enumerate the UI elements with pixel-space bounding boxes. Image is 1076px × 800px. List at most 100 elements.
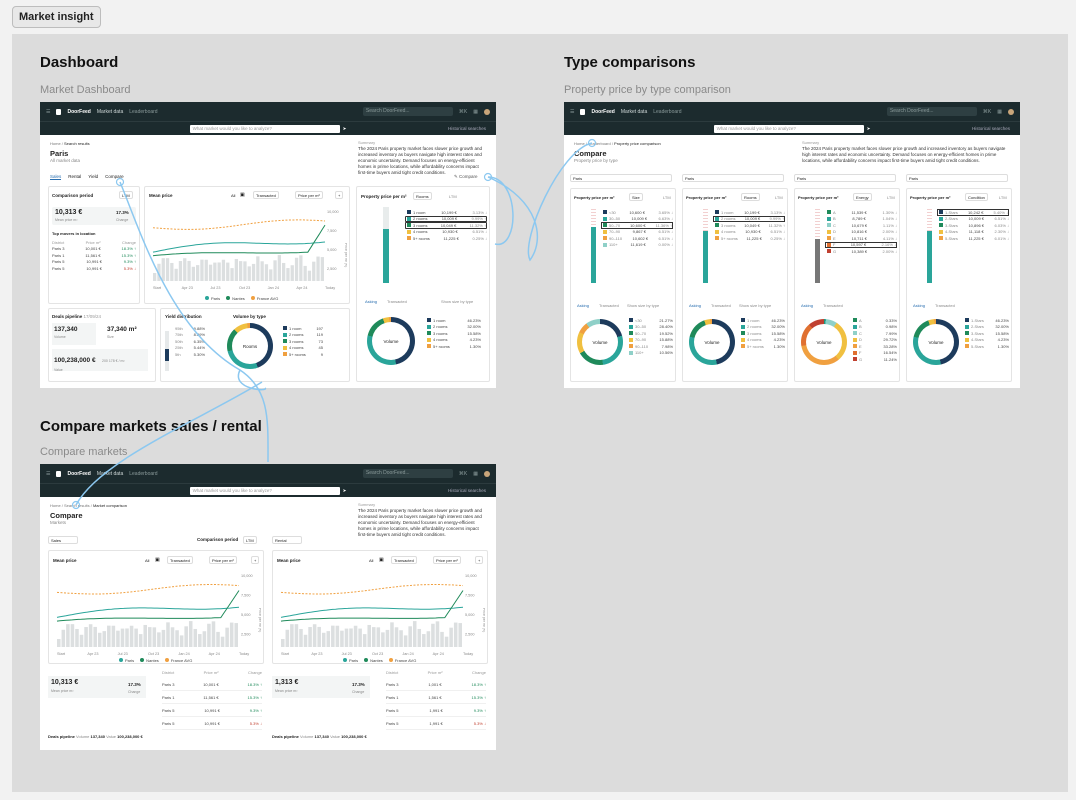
period-select[interactable]: LTM	[243, 536, 257, 544]
price-per-select[interactable]: Price per m²	[433, 556, 461, 564]
type-select[interactable]: Size	[629, 193, 643, 201]
type-row[interactable]: 1 room 10,199 €3.13% ↓	[715, 209, 785, 216]
add-icon[interactable]: +	[475, 556, 484, 564]
legend-item[interactable]: France AVG	[250, 295, 278, 302]
type-row[interactable]: 3 rooms 10,049 €11.32% ↑	[715, 222, 785, 229]
sales-select[interactable]: Sales	[48, 536, 78, 544]
nav-leaderboard[interactable]: Leaderboard	[129, 470, 158, 477]
grid-icon[interactable]: ▦	[997, 108, 1002, 115]
city-select[interactable]: Paris	[570, 174, 672, 182]
price-per-select[interactable]: Price per m²	[295, 191, 323, 199]
type-row[interactable]: 2 rooms 10,009 €9.99% ↑	[713, 215, 785, 222]
table-row[interactable]: Paris 5 10,991 €5.3% ↓	[52, 265, 136, 271]
all-select[interactable]: All	[145, 558, 150, 563]
type-row[interactable]: 90–110 10,602 €6.51% ↓	[603, 235, 673, 242]
rental-select[interactable]: Rental	[272, 536, 302, 544]
avatar[interactable]	[484, 470, 490, 477]
type-row[interactable]: G 10,389 €2.00% ↓	[827, 248, 897, 255]
type-row[interactable]: F 10,597 €2.16% ↓	[825, 241, 897, 248]
tab-yield[interactable]: Yield	[88, 174, 99, 179]
transacted-tab[interactable]: Transacted	[711, 303, 731, 308]
ltm-toggle[interactable]: LTM	[999, 195, 1007, 200]
transacted-select[interactable]: Transacted	[391, 556, 417, 564]
add-icon[interactable]: +	[335, 191, 344, 199]
table-row[interactable]: Paris 1 1,561 €15.3% ↑	[386, 691, 486, 704]
query-input[interactable]: What market would you like to analyze?	[189, 124, 340, 133]
menu-icon[interactable]: ☰	[570, 108, 575, 115]
show-size-toggle[interactable]: Show size by type	[739, 303, 772, 308]
query-input[interactable]: What market would you like to analyze?	[189, 486, 340, 495]
calendar-icon[interactable]: ▣	[155, 557, 160, 563]
avatar[interactable]	[484, 108, 490, 115]
legend-item[interactable]: France AVG	[388, 657, 416, 664]
type-select[interactable]: Condition	[965, 193, 988, 201]
type-row[interactable]: 2-Stars 10,009 €6.51% ↓	[939, 216, 1009, 223]
all-select[interactable]: All	[231, 193, 236, 198]
query-input[interactable]: What market would you like to analyze?	[713, 124, 864, 133]
legend-item[interactable]: Paris	[119, 657, 134, 664]
type-row[interactable]: 4 rooms 10,930 €6.51% ↓	[715, 229, 785, 236]
nav-market-data[interactable]: Market data	[96, 108, 124, 115]
menu-icon[interactable]: ☰	[46, 108, 51, 115]
calendar-icon[interactable]: ▣	[240, 192, 245, 198]
search-input[interactable]: Search DoorFeed...	[362, 469, 453, 478]
legend-item[interactable]: Nantes	[364, 657, 383, 664]
show-size-toggle[interactable]: Show size by type	[627, 303, 660, 308]
transacted-tab[interactable]: Transacted	[599, 303, 619, 308]
historical-searches[interactable]: Historical searches	[447, 488, 486, 493]
type-row[interactable]: D 10,816 €2.00% ↓	[827, 229, 897, 236]
tab-sales[interactable]: Sales	[50, 174, 62, 180]
type-row[interactable]: 30–50 10,009 €6.63% ↓	[603, 216, 673, 223]
ppm-row[interactable]: 3 rooms 10,049 €11.32% ↑	[405, 222, 487, 229]
legend-item[interactable]: France AVG	[164, 657, 192, 664]
type-row[interactable]: C 10,679 €1.11% ↓	[827, 222, 897, 229]
type-row[interactable]: A 11,539 €1.30% ↓	[827, 209, 897, 216]
type-row[interactable]: <30 10,600 €3.65% ↓	[603, 209, 673, 216]
legend-item[interactable]: Nantes	[140, 657, 159, 664]
asking-tab[interactable]: Asking	[689, 303, 702, 308]
ppm-row[interactable]: 4 rooms 10,930 €6.51% ↓	[407, 229, 487, 236]
type-select[interactable]: Energy	[853, 193, 872, 201]
price-per-select[interactable]: Price per m²	[209, 556, 237, 564]
search-input[interactable]: Search DoorFeed...	[362, 107, 453, 116]
send-icon[interactable]: ➤	[342, 487, 347, 493]
ppm-row[interactable]: 2 rooms 10,009 €9.99% ↑	[405, 215, 487, 222]
type-row[interactable]: B 8,789 €1.04% ↓	[827, 216, 897, 223]
transacted-tab[interactable]: Transacted	[823, 303, 843, 308]
legend-item[interactable]: Paris	[205, 295, 220, 302]
tab-compare[interactable]: Compare	[105, 174, 124, 179]
tab-rental[interactable]: Rental	[68, 174, 82, 179]
menu-icon[interactable]: ☰	[46, 470, 51, 477]
legend-item[interactable]: Paris	[343, 657, 358, 664]
asking-tab[interactable]: Asking	[913, 303, 926, 308]
nav-leaderboard[interactable]: Leaderboard	[129, 108, 158, 115]
type-row[interactable]: 4-Stars 11,118 €2.30% ↓	[939, 229, 1009, 236]
table-row[interactable]: Paris 5 1,991 €9.3% ↑	[386, 704, 486, 717]
asking-tab[interactable]: Asking	[365, 299, 378, 304]
asking-tab[interactable]: Asking	[801, 303, 814, 308]
ltm-toggle[interactable]: LTM	[663, 195, 671, 200]
nav-leaderboard[interactable]: Leaderboard	[653, 108, 682, 115]
ltm-toggle[interactable]: LTM	[449, 194, 457, 199]
avatar[interactable]	[1008, 108, 1014, 115]
all-select[interactable]: All	[369, 558, 374, 563]
type-row[interactable]: 1-Stars 10,242 €5.40% ↓	[937, 209, 1009, 216]
city-select[interactable]: Paris	[682, 174, 784, 182]
historical-searches[interactable]: Historical searches	[971, 126, 1010, 131]
type-select[interactable]: Rooms	[741, 193, 760, 201]
add-icon[interactable]: +	[251, 556, 260, 564]
show-size-toggle[interactable]: Show size by type	[441, 299, 474, 304]
city-select[interactable]: Paris	[794, 174, 896, 182]
type-row[interactable]: 50–70 10,600 €11.36% ↑	[601, 222, 673, 229]
type-row[interactable]: 5-Stars 11,225 €6.01% ↓	[939, 235, 1009, 242]
rooms-select[interactable]: Rooms	[413, 192, 432, 200]
period-select[interactable]: LTM	[119, 191, 133, 199]
ppm-row[interactable]: 5+ rooms 11,225 €0.25% ↓	[407, 235, 487, 242]
type-row[interactable]: 110+ 11,619 €0.00% ↓	[603, 242, 673, 249]
nav-market-data[interactable]: Market data	[96, 470, 124, 477]
ppm-row[interactable]: 1 room 10,199 €3.13% ↓	[407, 209, 487, 216]
table-row[interactable]: Paris 5 1,991 €5.3% ↓	[386, 717, 486, 730]
grid-icon[interactable]: ▦	[473, 470, 478, 477]
grid-icon[interactable]: ▦	[473, 108, 478, 115]
type-row[interactable]: E 10,711 €4.11% ↓	[827, 235, 897, 242]
